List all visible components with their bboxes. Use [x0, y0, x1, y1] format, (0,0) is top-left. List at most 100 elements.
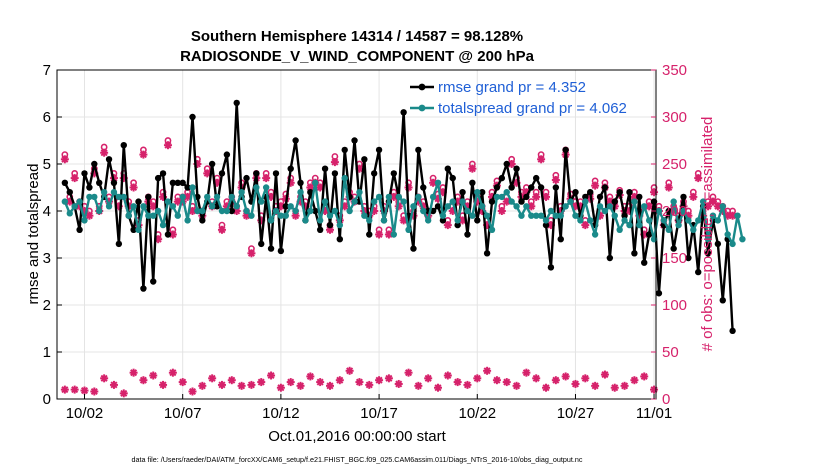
- totalspread-point: [395, 193, 402, 201]
- totalspread-point: [474, 189, 481, 196]
- totalspread-point: [631, 198, 638, 205]
- y-left-tick-label: 3: [43, 250, 51, 267]
- totalspread-point: [469, 212, 476, 219]
- rmse-point: [547, 264, 555, 271]
- totalspread-point: [174, 212, 181, 219]
- obs-assimilated-point: [365, 380, 374, 389]
- rmse-point: [145, 193, 152, 201]
- totalspread-point: [218, 207, 226, 215]
- totalspread-point: [513, 203, 520, 210]
- obs-assimilated-point: [492, 376, 501, 385]
- rmse-point: [474, 217, 481, 224]
- totalspread-point: [199, 207, 206, 215]
- totalspread-point: [400, 198, 407, 205]
- rmse-point: [483, 250, 491, 257]
- totalspread-point: [709, 212, 717, 219]
- obs-assimilated-point: [163, 141, 172, 150]
- obs-assimilated-point: [424, 374, 433, 383]
- obs-assimilated-point: [532, 374, 541, 383]
- totalspread-point: [596, 203, 604, 210]
- obs-assimilated-point: [468, 164, 477, 173]
- rmse-point: [621, 212, 628, 219]
- totalspread-point: [208, 203, 216, 210]
- obs-assimilated-point: [571, 379, 580, 388]
- rmse-point: [223, 151, 231, 158]
- rmse-point: [189, 113, 196, 121]
- obs-assimilated-point: [650, 188, 659, 197]
- totalspread-point: [626, 221, 633, 229]
- obs-assimilated-point: [129, 183, 138, 192]
- obs-assimilated-point: [434, 383, 443, 392]
- totalspread-point: [115, 193, 123, 201]
- rmse-point: [277, 247, 285, 255]
- y-left-tick-label: 5: [43, 156, 51, 173]
- obs-assimilated-point: [325, 381, 334, 390]
- obs-assimilated-point: [512, 381, 521, 390]
- totalspread-point: [71, 203, 78, 210]
- obs-assimilated-point: [168, 230, 177, 239]
- obs-assimilated-point: [188, 387, 197, 396]
- x-tick-label: 10/12: [262, 405, 300, 422]
- totalspread-point: [665, 226, 672, 233]
- totalspread-point: [302, 217, 309, 224]
- rmse-point: [184, 184, 191, 191]
- rmse-point: [130, 226, 137, 233]
- totalspread-point: [493, 193, 501, 201]
- rmse-point: [326, 221, 334, 229]
- obs-assimilated-point: [355, 378, 364, 387]
- rmse-point: [243, 174, 250, 182]
- obs-assimilated-point: [60, 155, 69, 164]
- rmse-point: [523, 193, 530, 201]
- legend-swatch-marker: [418, 83, 426, 91]
- totalspread-point: [685, 217, 692, 224]
- rmse-point: [641, 259, 648, 266]
- obs-assimilated-point: [620, 381, 629, 390]
- totalspread-point: [86, 193, 93, 201]
- totalspread-point: [258, 198, 265, 205]
- totalspread-point: [370, 198, 378, 205]
- totalspread-point: [636, 221, 643, 229]
- rmse-point: [582, 193, 589, 201]
- obs-assimilated-point: [522, 368, 531, 377]
- totalspread-point: [552, 212, 560, 219]
- rmse-point: [341, 146, 348, 154]
- totalspread-point: [464, 207, 471, 215]
- x-tick-label: 10/17: [360, 405, 398, 422]
- rmse-point: [370, 170, 378, 177]
- totalspread-point: [444, 203, 452, 210]
- totalspread-point: [454, 217, 461, 224]
- rmse-point: [135, 198, 142, 205]
- rmse-point: [478, 189, 486, 196]
- y-left-tick-label: 2: [43, 297, 51, 314]
- legend-entry-label: totalspread grand pr = 4.062: [438, 100, 627, 117]
- rmse-point: [297, 179, 304, 186]
- obs-assimilated-point: [453, 378, 462, 387]
- y-left-tick-label: 1: [43, 344, 51, 361]
- obs-assimilated-point: [443, 371, 452, 380]
- totalspread-point: [321, 198, 329, 205]
- totalspread-point: [341, 174, 348, 182]
- rmse-point: [96, 179, 103, 186]
- rmse-point: [552, 184, 560, 191]
- totalspread-point: [120, 193, 127, 201]
- obs-assimilated-point: [139, 376, 148, 385]
- rmse-point: [719, 297, 726, 304]
- rmse-point: [208, 160, 216, 168]
- totalspread-point: [572, 212, 579, 219]
- rmse-point: [287, 165, 294, 172]
- totalspread-point: [96, 207, 103, 215]
- obs-assimilated-point: [335, 376, 344, 385]
- totalspread-point: [307, 207, 314, 215]
- rmse-point: [351, 137, 358, 144]
- totalspread-point: [346, 207, 353, 215]
- totalspread-point: [498, 193, 506, 201]
- obs-assimilated-point: [316, 183, 325, 192]
- obs-assimilated-point: [119, 389, 128, 398]
- totalspread-point: [204, 193, 211, 201]
- totalspread-point: [135, 226, 142, 233]
- obs-assimilated-point: [330, 158, 339, 167]
- obs-assimilated-point: [384, 374, 393, 383]
- rmse-point: [307, 189, 314, 196]
- obs-assimilated-point: [296, 381, 305, 390]
- totalspread-point: [518, 212, 525, 219]
